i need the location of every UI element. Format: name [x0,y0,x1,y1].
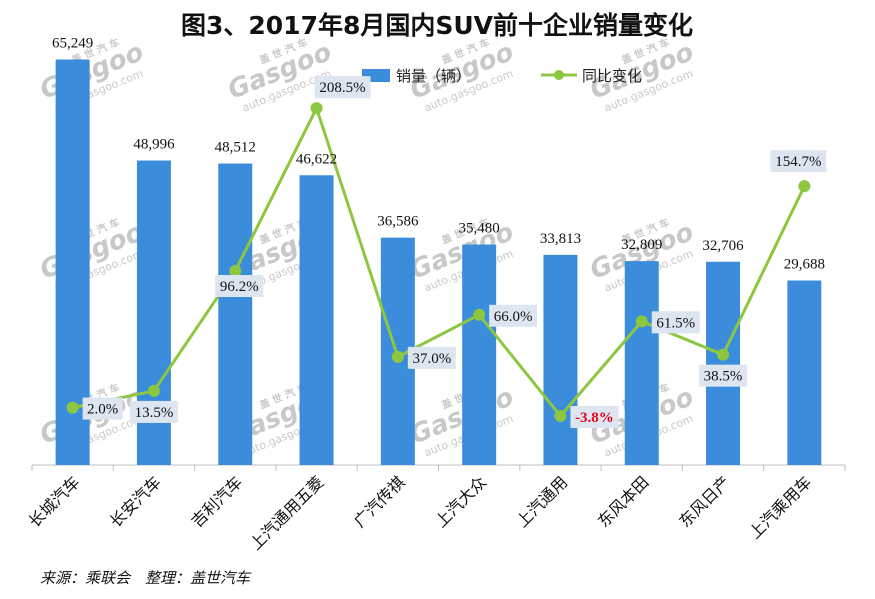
yoy-label: 208.5% [314,76,371,99]
bar-value-label: 32,809 [621,237,662,253]
bar-value-label: 46,622 [296,151,337,167]
yoy-label-text: 37.0% [412,351,451,367]
category-label: 东风本田 [594,472,653,531]
bar-value-label: 65,249 [52,36,93,52]
bar-value-label: 48,996 [133,137,175,153]
yoy-label: 13.5% [129,400,178,423]
yoy-label-text: 13.5% [135,405,174,421]
yoy-label-box [489,304,538,327]
chart-title: 图3、2017年8月国内SUV前十企业销量变化 [181,11,693,40]
yoy-label: 96.2% [215,275,264,298]
bar [624,261,659,465]
bar-value-label: 35,480 [459,221,500,237]
yoy-label-box [651,311,700,334]
yoy-label-box [215,275,264,298]
category-label: 长安汽车 [106,472,165,531]
line-series [66,102,811,423]
category-label: 上汽通用五菱 [246,472,327,553]
line-point [717,348,730,361]
line-point [473,308,486,321]
yoy-label-text: 2.0% [87,402,118,418]
bar [543,254,578,465]
source-note: 来源：乘联会 整理：盖世汽车 [40,569,252,587]
yoy-label-box [770,150,827,173]
yoy-label: 2.0% [82,397,123,420]
category-label: 上汽大众 [431,472,490,531]
line-point [391,350,404,363]
bar-series [55,59,822,466]
bar-value-labels: 65,249 48,996 48,512 46,622 36,586 35,480 33,8… [52,36,825,273]
bar [218,163,253,465]
yoy-label-text: 61.5% [656,315,695,331]
yoy-label-text: 208.5% [319,80,365,96]
yoy-label-box [314,76,371,99]
yoy-label: -3.8% [570,406,619,429]
yoy-label: 61.5% [651,311,700,334]
category-label: 上汽乘用车 [745,472,815,542]
line-point [798,180,811,193]
bar-value-label: 33,813 [540,231,581,247]
category-label: 广汽传祺 [350,472,409,531]
legend-bar-label: 销量（辆） [396,67,471,85]
bar [462,244,497,465]
category-labels: 长城汽车 长安汽车 吉利汽车 上汽通用五菱 广汽传祺 上汽大众 上汽通用 东风本田 东风日产 上汽… [25,465,846,554]
category-label: 长城汽车 [25,472,84,531]
line-point [147,384,160,397]
line-point [229,265,242,278]
legend-line-label: 同比变化 [582,67,642,85]
legend-line-marker [554,70,564,80]
bar-value-label: 29,688 [784,257,825,273]
yoy-label: 66.0% [489,304,538,327]
category-label: 吉利汽车 [187,472,246,531]
bar-value-label: 48,512 [215,140,256,156]
bar-value-label: 32,706 [702,238,744,254]
yoy-label-box [82,397,123,420]
yoy-label: 38.5% [699,364,748,387]
line-point [310,102,323,115]
line-value-labels: 2.0% 13.5% 96.2% 208.5% 37.0% 66.0% -3.8% 61.5%… [82,76,827,429]
category-label: 东风日产 [675,472,734,531]
yoy-line [72,104,806,419]
category-label: 上汽通用 [513,472,572,531]
bar [787,280,822,465]
yoy-label-text: 66.0% [494,309,533,325]
yoy-label-text: -3.8% [575,410,614,426]
yoy-label-text: 38.5% [704,369,743,385]
yoy-label-box [699,364,748,387]
yoy-label: 154.7% [770,150,827,173]
yoy-label: 37.0% [407,346,456,369]
yoy-label-box [129,400,178,423]
bar-value-label: 36,586 [377,214,419,230]
line-point [635,315,648,328]
bar [55,59,90,465]
line-point [66,401,79,414]
yoy-label-box [570,406,619,429]
line-point [554,410,567,423]
yoy-label-text: 154.7% [775,154,821,170]
legend: 销量（辆） 同比变化 [362,67,642,85]
bar [299,175,334,465]
yoy-label-text: 96.2% [220,279,259,295]
bar [706,261,741,465]
yoy-label-box [407,346,456,369]
